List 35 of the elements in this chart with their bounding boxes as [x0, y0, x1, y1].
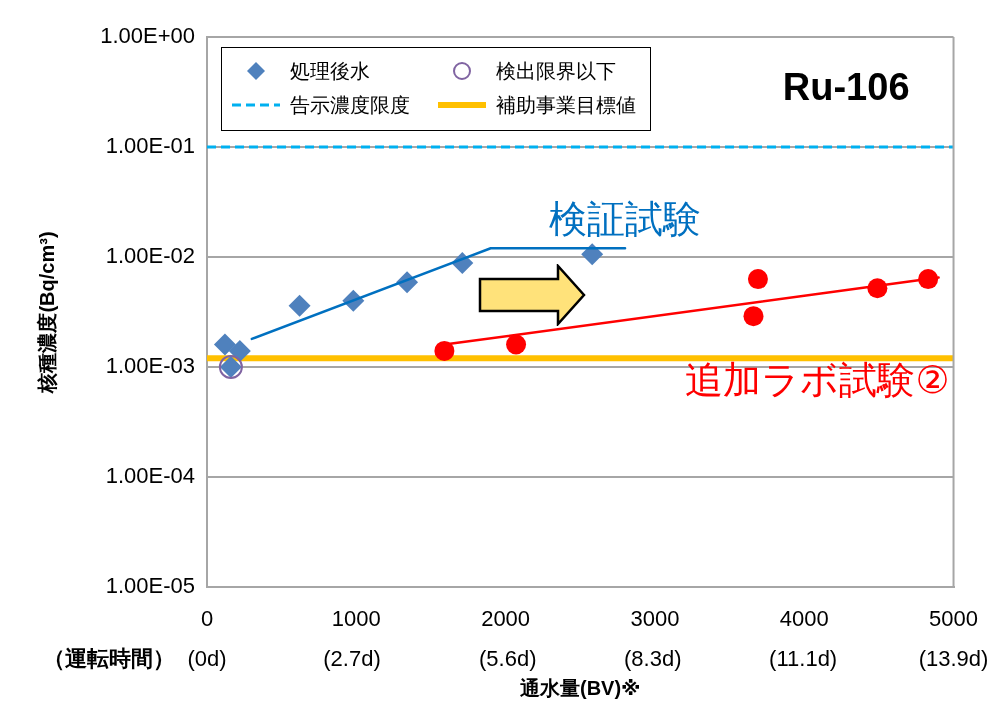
series-label: 追加ラボ試験② — [685, 359, 950, 402]
x2-tick-label: (2.7d) — [323, 646, 381, 672]
point — [747, 269, 768, 290]
point — [506, 334, 527, 355]
x-tick-label: 0 — [200, 606, 214, 632]
y-axis-title: 核種濃度(Bq/cm³) — [35, 231, 58, 394]
x-tick-label: 5000 — [929, 606, 979, 632]
y-tick-label: 1.00E-02 — [105, 243, 195, 269]
point — [743, 306, 764, 327]
point — [228, 339, 251, 362]
x-tick-label: 4000 — [779, 606, 829, 632]
x2-tick-label: (0d) — [187, 646, 227, 672]
y-tick-label: 1.00E+00 — [100, 23, 195, 49]
point — [434, 340, 455, 361]
x-tick-label: 2000 — [481, 606, 531, 632]
x2-tick-label: (5.6d) — [479, 646, 537, 672]
text: Ru-106 — [782, 66, 910, 109]
x-tick-label: 1000 — [331, 606, 381, 632]
y-tick-label: 1.00E-05 — [105, 573, 195, 599]
legend-label: 検出限界以下 — [496, 58, 616, 84]
x2-tick-label: (8.3d) — [624, 646, 682, 672]
y-tick-label: 1.00E-01 — [105, 133, 195, 159]
legend-label: 処理後水 — [290, 58, 370, 84]
x2-tick-label: (13.9d) — [918, 646, 989, 672]
series-label: 検証試験 — [549, 197, 702, 240]
x2-axis-title: （運転時間） — [43, 646, 175, 672]
y-tick-label: 1.00E-04 — [105, 463, 195, 489]
legend-label: 告示濃度限度 — [290, 92, 410, 118]
x2-tick-label: (11.1d) — [769, 646, 838, 672]
point — [288, 294, 311, 317]
point — [213, 333, 236, 356]
legend-label: 補助事業目標値 — [496, 92, 636, 118]
y-tick-label: 1.00E-03 — [105, 353, 195, 379]
x-axis-title: 通水量(BV)※ — [518, 676, 641, 699]
x-tick-label: 3000 — [630, 606, 680, 632]
